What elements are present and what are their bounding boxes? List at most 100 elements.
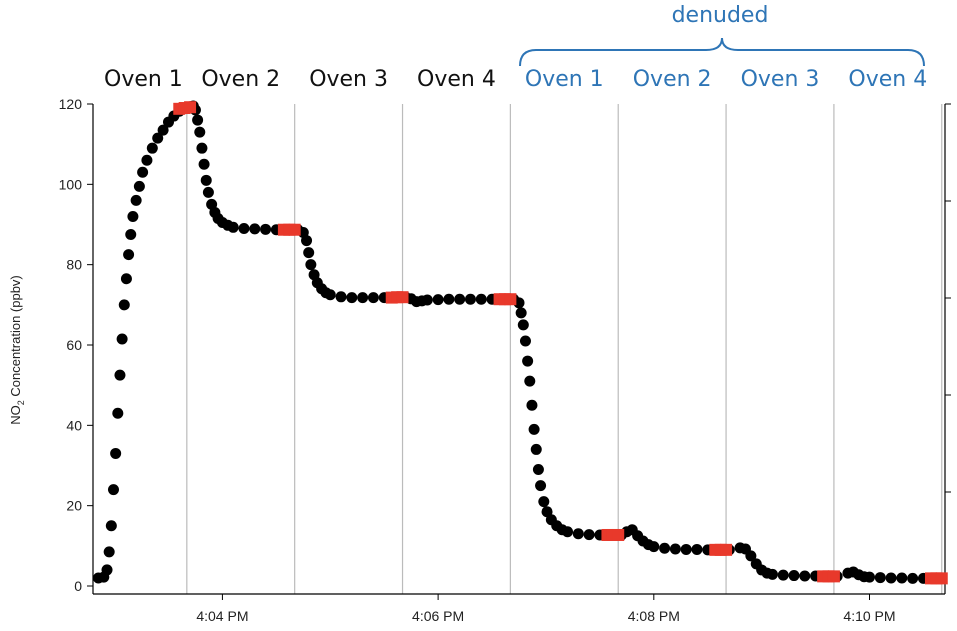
data-point: [519, 335, 531, 347]
section-label-1: Oven 1: [104, 67, 183, 92]
data-point: [192, 114, 204, 126]
data-point: [301, 235, 313, 247]
data-point: [105, 520, 117, 532]
data-point: [572, 528, 584, 540]
y-tick-label: 0: [74, 578, 82, 594]
x-tick-label: 4:10 PM: [843, 608, 895, 624]
y-axis-label-main: NO: [8, 405, 23, 425]
data-point: [118, 299, 130, 311]
data-point: [680, 543, 692, 555]
data-point: [530, 443, 542, 455]
data-point: [907, 572, 919, 584]
x-tick-label: 4:06 PM: [412, 608, 464, 624]
y-tick-label: 80: [66, 257, 82, 273]
data-point: [777, 569, 789, 581]
data-point: [464, 293, 476, 305]
section-label-3: Oven 3: [309, 67, 388, 92]
section-label-7: Oven 3: [741, 67, 820, 92]
y-axis-label-rest: Concentration (ppbv): [8, 275, 23, 400]
section-label-8: Oven 4: [848, 67, 927, 92]
data-point: [157, 124, 169, 136]
data-point: [691, 543, 703, 555]
section-label-4: Oven 4: [417, 67, 496, 92]
data-point: [194, 126, 206, 138]
data-point: [659, 542, 671, 554]
data-point: [648, 541, 660, 553]
data-point: [110, 447, 122, 459]
data-point: [103, 546, 115, 558]
x-tick-label: 4:08 PM: [628, 608, 680, 624]
data-point: [541, 506, 553, 518]
marker-point: [396, 291, 409, 304]
data-point: [885, 572, 897, 584]
data-point: [443, 293, 455, 305]
data-point: [538, 496, 550, 508]
data-point: [202, 186, 214, 198]
data-point: [127, 210, 139, 222]
data-point: [454, 293, 466, 305]
section-label-5: Oven 1: [525, 67, 604, 92]
data-point: [146, 142, 158, 154]
marker-point: [612, 528, 625, 541]
data-point: [101, 564, 113, 576]
data-point: [346, 292, 358, 304]
data-point: [864, 571, 876, 583]
data-point: [874, 572, 886, 584]
marker-point: [184, 101, 197, 114]
denuded-bracket: denuded: [519, 3, 925, 67]
data-point: [123, 249, 135, 261]
y-tick-label: 60: [66, 337, 82, 353]
section-labels: Oven 1 Oven 2 Oven 3 Oven 4 Oven 1 Oven 2 Oven…: [104, 67, 927, 92]
y-tick-label: 100: [59, 176, 83, 192]
y-tick-label: 40: [66, 417, 82, 433]
data-point: [526, 399, 538, 411]
data-point: [112, 407, 124, 419]
data-point: [249, 223, 261, 235]
marker-point: [827, 570, 840, 583]
marker-point: [720, 543, 733, 556]
data-point: [335, 291, 347, 303]
data-point: [896, 572, 908, 584]
data-point: [324, 289, 336, 301]
data-point: [367, 292, 379, 304]
data-points: [92, 100, 948, 585]
data-point: [116, 333, 128, 345]
axes: [92, 104, 946, 595]
data-point: [669, 543, 681, 555]
data-point: [200, 174, 212, 186]
data-point: [120, 273, 132, 285]
section-divider-lines: [186, 104, 943, 594]
data-point: [515, 307, 527, 319]
y-tick-label: 120: [59, 96, 83, 112]
data-point: [125, 229, 137, 241]
y-tick-label: 20: [66, 498, 82, 514]
data-point: [198, 158, 210, 170]
data-point: [522, 355, 534, 367]
data-point: [130, 194, 142, 206]
data-point: [305, 259, 317, 271]
data-point: [517, 319, 529, 331]
data-point: [532, 464, 544, 476]
data-point: [528, 423, 540, 435]
data-point: [238, 223, 250, 235]
data-point: [524, 375, 536, 387]
section-label-2: Oven 2: [201, 67, 280, 92]
data-point: [141, 154, 153, 166]
data-point: [260, 223, 272, 235]
data-point: [583, 529, 595, 541]
data-point: [562, 526, 574, 538]
data-point: [766, 568, 778, 580]
bracket-label: denuded: [672, 3, 769, 28]
data-point: [133, 180, 145, 192]
data-point: [227, 221, 239, 233]
y-axis-label: NO2 Concentration (ppbv): [8, 275, 26, 425]
data-point: [788, 570, 800, 582]
data-point: [745, 550, 757, 562]
bracket-shape: [519, 37, 925, 67]
marker-point: [504, 293, 517, 306]
data-point: [137, 166, 149, 178]
data-point: [421, 294, 433, 306]
data-point: [357, 292, 369, 304]
x-ticks: 4:04 PM 4:06 PM 4:08 PM 4:10 PM: [196, 594, 896, 624]
